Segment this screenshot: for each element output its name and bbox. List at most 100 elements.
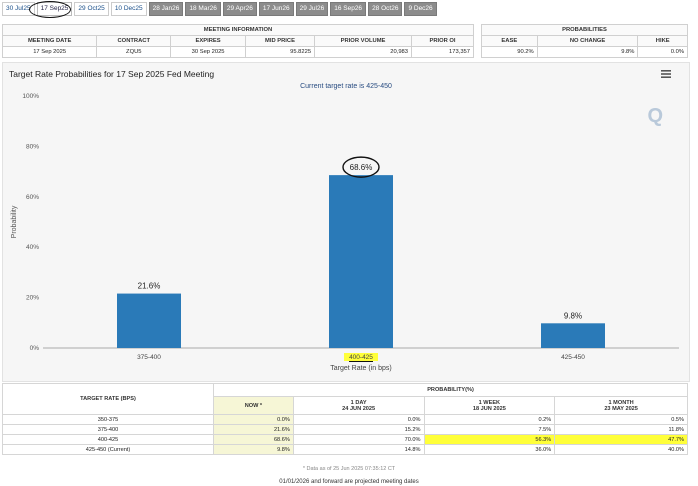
prob-subheader-label: 1 MONTH bbox=[608, 399, 634, 406]
table-row: 400-425 68.6% 70.0% 56.3% 47.7% bbox=[2, 434, 688, 445]
probabilities-summary-table: PROBABILITIES EASE NO CHANGE HIKE 90.2% … bbox=[481, 24, 688, 58]
prob-cell-week: 7.5% bbox=[423, 424, 556, 435]
prob-subheader-3: 1 MONTH 23 MAY 2025 bbox=[554, 396, 688, 415]
tab-17-sep25[interactable]: 17 Sep25 bbox=[36, 2, 73, 16]
prob-subheader-label: 1 WEEK bbox=[478, 399, 501, 406]
prob-subheader-label: 1 DAY bbox=[350, 399, 367, 406]
prob-subheader-0: NOW * bbox=[213, 396, 294, 415]
tab-29-jul26[interactable]: 29 Jul26 bbox=[295, 2, 329, 16]
prob-cell-month: 11.8% bbox=[554, 424, 688, 435]
col-prior-volume: PRIOR VOLUME bbox=[314, 35, 412, 47]
prob-subheader-label: NOW * bbox=[244, 402, 263, 409]
prob-subheader-1: 1 DAY 24 JUN 2025 bbox=[292, 396, 425, 415]
bar-data-label: 21.6% bbox=[138, 282, 161, 291]
col-target-rate: TARGET RATE (BPS) bbox=[2, 383, 214, 415]
hamburger-menu-icon[interactable] bbox=[661, 69, 671, 79]
tab-29-oct25[interactable]: 29 Oct25 bbox=[74, 2, 109, 16]
y-tick-label: 20% bbox=[26, 295, 39, 302]
chart-panel: Target Rate Probabilities for 17 Sep 202… bbox=[2, 62, 690, 382]
prob-cell-now: 68.6% bbox=[213, 434, 294, 445]
y-tick-label: 100% bbox=[22, 93, 39, 100]
tab-28-oct26[interactable]: 28 Oct26 bbox=[368, 2, 403, 16]
prob-cell-week: 0.2% bbox=[423, 414, 556, 425]
col-contract: CONTRACT bbox=[96, 35, 172, 47]
prob-cell-week: 56.3% bbox=[423, 434, 556, 445]
prob-cell-rate: 350-375 bbox=[2, 414, 214, 425]
table-row: 375-400 21.6% 15.2% 7.5% 11.8% bbox=[2, 424, 688, 435]
q-logo-icon: Q bbox=[647, 105, 663, 127]
probabilities-heading: PROBABILITIES bbox=[481, 24, 688, 36]
cell-contract: ZQU5 bbox=[96, 46, 172, 58]
bar-data-label: 68.6% bbox=[350, 163, 373, 172]
category-highlight bbox=[344, 353, 378, 361]
col-no-change: NO CHANGE bbox=[536, 35, 639, 47]
chart-subtitle: Current target rate is 425-450 bbox=[300, 83, 392, 90]
col-prior-oi: PRIOR OI bbox=[411, 35, 474, 47]
col-mid-price: MID PRICE bbox=[244, 35, 316, 47]
x-tick-label: 425-450 bbox=[561, 354, 585, 361]
prob-cell-day: 14.8% bbox=[292, 444, 425, 455]
cell-mid-price: 95.8225 bbox=[244, 46, 316, 58]
prob-cell-day: 15.2% bbox=[292, 424, 425, 435]
tab-28-jan26[interactable]: 28 Jan26 bbox=[148, 2, 184, 16]
col-ease: EASE bbox=[481, 35, 538, 47]
data-timestamp-note: * Data as of 25 Jun 2025 07:35:12 CT bbox=[302, 466, 396, 472]
meeting-info-table: MEETING INFORMATION MEETING DATE CONTRAC… bbox=[1, 24, 474, 58]
tab-9-dec26[interactable]: 9 Dec26 bbox=[404, 2, 437, 16]
prob-subheader-date: 24 JUN 2025 bbox=[342, 405, 376, 412]
tab-17-jun26[interactable]: 17 Jun26 bbox=[258, 2, 294, 16]
cell-meeting-date: 17 Sep 2025 bbox=[1, 46, 98, 58]
prob-subheader-2: 1 WEEK 18 JUN 2025 bbox=[423, 396, 556, 415]
y-axis-label: Probability bbox=[11, 205, 18, 238]
meeting-info-heading: MEETING INFORMATION bbox=[2, 24, 474, 36]
table-row: 350-375 0.0% 0.0% 0.2% 0.5% bbox=[2, 414, 688, 425]
table-row: 425-450 (Current) 9.8% 14.8% 36.0% 40.0% bbox=[2, 444, 688, 455]
chart-title: Target Rate Probabilities for 17 Sep 202… bbox=[9, 69, 215, 79]
prob-cell-day: 70.0% bbox=[292, 434, 425, 445]
prob-cell-now: 21.6% bbox=[213, 424, 294, 435]
meeting-tabs: 30 Jul25 17 Sep25 29 Oct25 10 Dec25 28 Jan26… bbox=[2, 2, 437, 16]
prob-cell-rate: 425-450 (Current) bbox=[2, 444, 214, 455]
cell-ease: 90.2% bbox=[481, 46, 538, 58]
y-tick-label: 40% bbox=[26, 244, 39, 251]
bar-400-425 bbox=[329, 175, 393, 348]
cell-hike: 0.0% bbox=[637, 46, 688, 58]
tab-18-mar26[interactable]: 18 Mar26 bbox=[185, 2, 221, 16]
col-meeting-date: MEETING DATE bbox=[1, 35, 98, 47]
prob-cell-week: 36.0% bbox=[423, 444, 556, 455]
footer-note: 01/01/2026 and forward are projected mee… bbox=[279, 479, 419, 485]
col-expires: EXPIRES bbox=[170, 35, 246, 47]
prob-subheader-date: 18 JUN 2025 bbox=[472, 405, 506, 412]
tab-30-jul25[interactable]: 30 Jul25 bbox=[2, 2, 35, 16]
x-tick-label: 375-400 bbox=[137, 354, 161, 361]
prob-cell-month: 40.0% bbox=[554, 444, 688, 455]
bar-circle-annotation bbox=[342, 156, 380, 178]
x-tick-label: 400-425 bbox=[349, 354, 373, 361]
prob-cell-rate: 375-400 bbox=[2, 424, 214, 435]
bar-chart: 0% 20% 40% 60% 80% 100% Probability 21.6% 375-40… bbox=[11, 93, 679, 372]
prob-cell-rate: 400-425 bbox=[2, 434, 214, 445]
tab-29-apr26[interactable]: 29 Apr26 bbox=[222, 2, 257, 16]
y-tick-label: 0% bbox=[30, 345, 40, 352]
col-hike: HIKE bbox=[637, 35, 688, 47]
tab-16-sep26[interactable]: 16 Sep26 bbox=[330, 2, 367, 16]
prob-subheader-date: 23 MAY 2025 bbox=[604, 405, 638, 412]
bar-data-label: 9.8% bbox=[564, 311, 582, 320]
bar-375-400 bbox=[117, 293, 181, 348]
x-axis-label: Target Rate (in bps) bbox=[330, 365, 391, 372]
cell-prior-oi: 173,357 bbox=[411, 46, 474, 58]
prob-cell-now: 9.8% bbox=[213, 444, 294, 455]
y-tick-label: 80% bbox=[26, 143, 39, 150]
bar-425-450 bbox=[541, 323, 605, 348]
cell-no-change: 9.8% bbox=[536, 46, 639, 58]
prob-cell-month: 47.7% bbox=[554, 434, 688, 445]
prob-cell-month: 0.5% bbox=[554, 414, 688, 425]
cell-expires: 30 Sep 2025 bbox=[170, 46, 246, 58]
probability-table: TARGET RATE (BPS) PROBABILITY(%) NOW * 1 … bbox=[2, 382, 688, 455]
col-probability: PROBABILITY(%) bbox=[213, 382, 688, 398]
cell-prior-volume: 20,983 bbox=[314, 46, 412, 58]
prob-cell-day: 0.0% bbox=[292, 414, 425, 425]
tab-10-dec25[interactable]: 10 Dec25 bbox=[110, 2, 147, 16]
prob-cell-now: 0.0% bbox=[213, 414, 294, 425]
y-tick-label: 60% bbox=[26, 194, 39, 201]
